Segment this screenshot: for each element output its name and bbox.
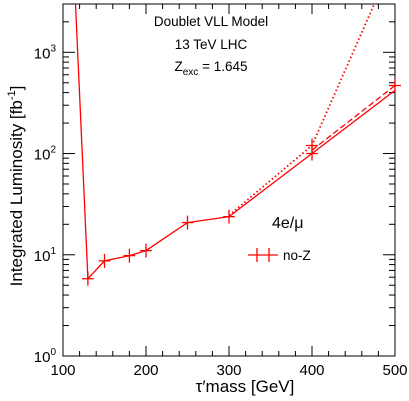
tick-labels: 100 200 300 400 500 100 101 102 103: [34, 43, 408, 379]
legend: no-Z: [248, 248, 311, 263]
series-line-4: [228, 3, 376, 217]
y-tick-label: 103: [34, 43, 57, 62]
series-line-3: [311, 84, 396, 151]
x-tick-label: 100: [50, 362, 75, 379]
y-axis-title: Integrated Luminosity [fb-1]: [6, 86, 26, 287]
data-series: [74, 3, 401, 286]
x-tick-label: 400: [299, 362, 324, 379]
y-tick-label: 102: [34, 145, 57, 164]
series-line-2: [311, 89, 396, 155]
annotation-lhc: 13 TeV LHC: [175, 37, 248, 52]
legend-label: no-Z: [283, 248, 311, 263]
annotation-zexc: Zexc = 1.645: [175, 59, 248, 78]
x-tick-label: 200: [133, 362, 158, 379]
x-axis-title: τ′mass [GeV]: [196, 377, 295, 396]
y-tick-label: 100: [34, 347, 57, 366]
series-line-1: [74, 3, 89, 279]
annotation-channel: 4e/μ: [272, 215, 303, 232]
y-tick-label: 101: [34, 246, 57, 265]
annotation-model: Doublet VLL Model: [154, 14, 268, 29]
x-tick-label: 500: [382, 362, 407, 379]
axis-ticks: [62, 3, 396, 357]
plot-frame: [62, 3, 396, 357]
x-tick-label: 300: [216, 362, 241, 379]
